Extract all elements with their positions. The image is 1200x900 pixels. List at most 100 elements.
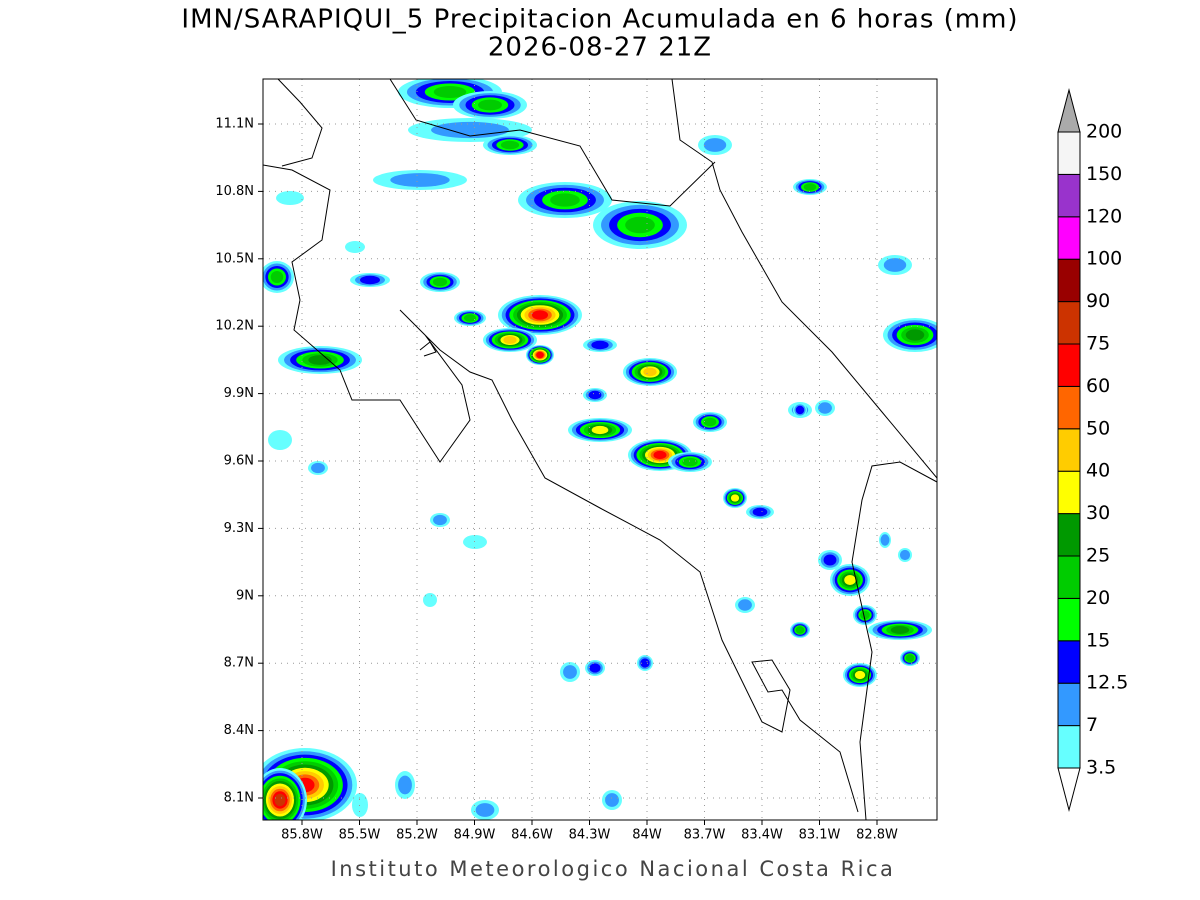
colorbar-label: 12.5 bbox=[1086, 672, 1128, 694]
precip-contour bbox=[703, 138, 727, 152]
precip-contour bbox=[899, 549, 911, 561]
colorbar-label: 30 bbox=[1086, 502, 1110, 524]
precip-contour bbox=[890, 626, 910, 634]
lon-tick-label: 85.8W bbox=[281, 828, 323, 843]
precip-contour bbox=[803, 183, 817, 191]
precip-contour bbox=[478, 99, 502, 111]
precip-contour bbox=[360, 275, 380, 285]
precip-contour bbox=[268, 430, 292, 450]
precip-contour bbox=[398, 775, 412, 795]
colorbar-box bbox=[1057, 513, 1081, 557]
precip-contour bbox=[500, 140, 520, 150]
precip-contour bbox=[795, 405, 805, 415]
colorbar-label: 120 bbox=[1086, 205, 1122, 227]
colorbar-label: 100 bbox=[1086, 248, 1122, 270]
precip-contour bbox=[345, 241, 365, 253]
precip-contour bbox=[905, 329, 925, 341]
lat-tick-label: 8.7N bbox=[224, 656, 254, 671]
precip-contour bbox=[738, 599, 752, 611]
precip-contour bbox=[905, 654, 915, 662]
lat-tick-label: 8.4N bbox=[224, 723, 254, 738]
colorbar-box bbox=[1057, 301, 1081, 345]
border bbox=[389, 79, 716, 207]
border bbox=[851, 461, 937, 820]
precip-contour bbox=[531, 310, 549, 320]
precip-contour bbox=[640, 658, 650, 668]
footer: Instituto Meteorologico Nacional Costa R… bbox=[331, 857, 896, 881]
coastlines bbox=[263, 79, 937, 820]
colorbar-box bbox=[1057, 216, 1081, 260]
lon-tick-label: 84W bbox=[632, 828, 662, 843]
colorbar-box bbox=[1057, 343, 1081, 387]
lon-tick-label: 84.9W bbox=[454, 828, 496, 843]
graticule: 11.1N 10.8N 10.5N 10.2N 9.9N 9.6N 9.3N 9N 8.7N 8.… bbox=[215, 79, 937, 843]
precip-contour bbox=[311, 462, 325, 474]
colorbar-box bbox=[1057, 173, 1081, 218]
precip-contour bbox=[883, 258, 907, 272]
precip-contour bbox=[823, 554, 837, 566]
lon-tick-label: 83.4W bbox=[741, 828, 783, 843]
precip-contour bbox=[703, 417, 717, 427]
colorbar-label: 7 bbox=[1086, 714, 1098, 736]
lat-tick-label: 9.3N bbox=[224, 521, 254, 536]
colorbar-label: 25 bbox=[1086, 545, 1110, 567]
precip-contour bbox=[643, 367, 657, 377]
lat-tick-label: 10.2N bbox=[215, 319, 254, 334]
precip-contour bbox=[270, 271, 284, 283]
precip-contour bbox=[880, 534, 890, 546]
lat-tick-label: 10.8N bbox=[215, 184, 254, 199]
map-frame bbox=[262, 78, 938, 821]
precip-contour bbox=[432, 277, 448, 287]
lat-tick-label: 9.9N bbox=[224, 386, 254, 401]
precip-contour bbox=[475, 803, 495, 817]
colorbar-box bbox=[1057, 428, 1081, 472]
lon-tick-label: 83.7W bbox=[684, 828, 726, 843]
lat-tick-label: 8.1N bbox=[224, 791, 254, 806]
colorbar-box bbox=[1057, 470, 1081, 515]
precip-field bbox=[263, 79, 937, 820]
precip-contour bbox=[276, 191, 304, 205]
precip-contour bbox=[653, 450, 667, 460]
subtitle: 2026-08-27 21Z bbox=[488, 33, 712, 63]
colorbar-under bbox=[1057, 767, 1081, 812]
precip-contour bbox=[433, 86, 467, 98]
colorbar-label: 90 bbox=[1086, 290, 1110, 312]
lat-tick-label: 11.1N bbox=[215, 117, 254, 132]
colorbar-box bbox=[1057, 258, 1081, 303]
precip-contour bbox=[844, 575, 856, 585]
precip-contour bbox=[550, 193, 580, 207]
colorbar-box bbox=[1057, 725, 1081, 769]
lat-tick-label: 9.6N bbox=[224, 454, 254, 469]
precip-contour bbox=[682, 457, 698, 467]
precip-contour bbox=[433, 514, 447, 526]
lon-tick-label: 84.3W bbox=[569, 828, 611, 843]
border bbox=[277, 79, 323, 167]
coastline bbox=[671, 79, 937, 479]
lat-tick-label: 10.5N bbox=[215, 251, 254, 266]
precip-contour bbox=[625, 216, 655, 234]
colorbar-label: 50 bbox=[1086, 417, 1110, 439]
lon-tick-label: 85.2W bbox=[396, 828, 438, 843]
precip-contour bbox=[464, 314, 476, 322]
colorbar-label: 15 bbox=[1086, 629, 1110, 651]
colorbar-label: 200 bbox=[1086, 121, 1122, 143]
precip-contour bbox=[860, 610, 870, 620]
colorbar-box bbox=[1057, 640, 1081, 684]
colorbar-box bbox=[1057, 385, 1081, 430]
title: IMN/SARAPIQUI_5 Precipitacion Acumulada … bbox=[181, 5, 1018, 35]
lon-tick-label: 82.8W bbox=[856, 828, 898, 843]
precip-contour bbox=[589, 663, 601, 673]
precip-contour bbox=[503, 336, 517, 344]
precip-contour bbox=[730, 494, 740, 502]
precip-contour bbox=[795, 626, 805, 634]
precip-contour bbox=[423, 593, 437, 607]
colorbar-over bbox=[1057, 88, 1081, 133]
lon-tick-label: 83.1W bbox=[799, 828, 841, 843]
precip-contour bbox=[818, 402, 832, 414]
colorbar-label: 20 bbox=[1086, 587, 1110, 609]
precip-contour bbox=[591, 340, 609, 350]
colorbar-box bbox=[1057, 682, 1081, 727]
colorbar: 3.5 7 12.5 15 20 25 30 40 50 60 75 90 100 120 150 200 bbox=[1057, 88, 1128, 812]
precip-contour bbox=[588, 390, 602, 400]
precip-contour bbox=[605, 793, 619, 807]
